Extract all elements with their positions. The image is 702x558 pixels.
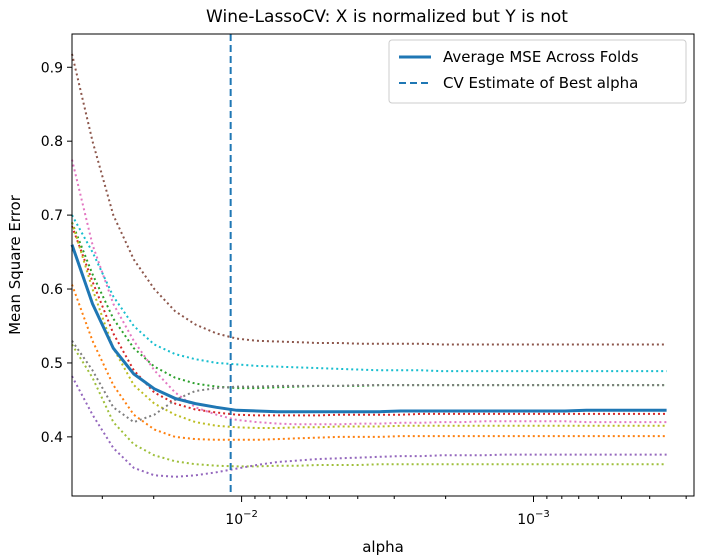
series-fold-1	[71, 53, 667, 346]
series-fold-2	[71, 159, 667, 426]
y-tick-label: 0.6	[41, 282, 63, 298]
series-fold-6	[71, 222, 667, 429]
y-tick-label: 0.9	[41, 60, 63, 76]
series-fold-10	[71, 375, 667, 478]
legend: Average MSE Across Folds CV Estimate of …	[388, 39, 687, 104]
x-axis-label: alpha	[362, 538, 404, 556]
y-tick-label: 0.5	[41, 356, 63, 372]
y-axis-ticks: 0.4 0.5 0.6 0.7 0.8 0.9	[41, 60, 72, 446]
series-average-mse	[70, 244, 667, 414]
plot-frame	[71, 33, 695, 497]
x-tick-label: 10−2	[225, 509, 258, 528]
series-fold-7	[71, 284, 667, 441]
x-axis-ticks: 10−110−210−3	[101, 496, 687, 528]
legend-label-average-mse: Average MSE Across Folds	[443, 48, 639, 66]
series-fold-4	[71, 222, 667, 390]
y-axis-label: Mean Square Error	[6, 194, 24, 335]
legend-label-best-alpha: CV Estimate of Best alpha	[443, 74, 638, 92]
series-fold-9	[71, 343, 667, 468]
y-tick-label: 0.4	[41, 430, 63, 446]
legend-box	[388, 39, 687, 104]
chart-title: Wine-LassoCV: X is normalized but Y is n…	[206, 7, 568, 27]
series-fold-5	[71, 225, 667, 417]
y-tick-label: 0.7	[41, 208, 63, 224]
series-fold-3	[71, 214, 667, 373]
x-tick-label: 10−3	[517, 509, 550, 528]
plot-lines	[70, 53, 667, 478]
y-tick-label: 0.8	[41, 134, 63, 150]
series-fold-8	[71, 340, 667, 424]
